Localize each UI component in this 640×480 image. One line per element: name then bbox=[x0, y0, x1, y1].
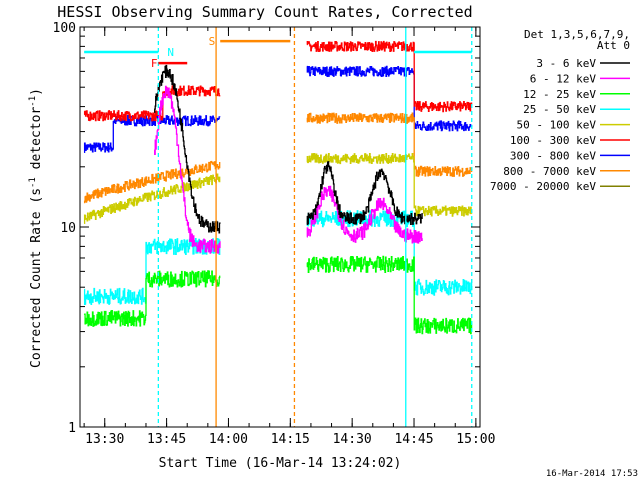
y-tick-label: 1 bbox=[68, 421, 76, 436]
x-axis-label: Start Time (16-Mar-14 13:24:02) bbox=[159, 456, 402, 471]
y-tick-label: 10 bbox=[60, 221, 76, 236]
legend-entry-label: 3 - 6 keV bbox=[536, 57, 596, 70]
series-100-300-kev bbox=[83, 40, 473, 122]
legend-entry-label: 50 - 100 keV bbox=[517, 119, 597, 132]
series-50-100-kev bbox=[83, 152, 473, 224]
n-flag-label: N bbox=[167, 46, 174, 59]
legend-entry-label: 300 - 800 keV bbox=[510, 149, 596, 162]
legend-header: Att 0 bbox=[597, 39, 630, 52]
legend-entry-label: 100 - 300 keV bbox=[510, 134, 596, 147]
x-tick-label: 14:15 bbox=[271, 432, 310, 447]
x-tick-label: 14:00 bbox=[209, 432, 248, 447]
x-tick-label: 14:30 bbox=[333, 432, 372, 447]
x-tick-label: 14:45 bbox=[394, 432, 433, 447]
legend-entry-label: 12 - 25 keV bbox=[523, 88, 596, 101]
plot-timestamp: 16-Mar-2014 17:53 bbox=[546, 469, 638, 479]
series-12-25-kev bbox=[83, 255, 473, 335]
y-tick-label: 100 bbox=[53, 21, 76, 36]
legend: Det 1,3,5,6,7,9,Att 03 - 6 keV 6 - 12 keV… bbox=[490, 28, 630, 193]
x-tick-label: 13:45 bbox=[147, 432, 186, 447]
y-axis-label: Corrected Count Rate (s-1 detector-1) bbox=[28, 88, 44, 368]
axes-layer: 13:30 13:45 14:00 14:15 14:30 14:45 15:00 1 10 10… bbox=[53, 21, 496, 447]
f-flag-label: F bbox=[151, 57, 158, 70]
x-tick-label: 13:30 bbox=[85, 432, 124, 447]
legend-entry-label: 6 - 12 keV bbox=[530, 72, 597, 85]
s-flag-label: S bbox=[209, 35, 216, 48]
legend-entry-label: 7000 - 20000 keV bbox=[490, 180, 596, 193]
series-300-800-kev bbox=[83, 65, 473, 154]
x-tick-label: 15:00 bbox=[456, 432, 495, 447]
series-3-6-kev bbox=[154, 64, 423, 234]
series-layer bbox=[83, 40, 473, 335]
series-6-12-kev bbox=[154, 85, 423, 254]
series-800-7000-kev bbox=[83, 112, 473, 204]
chart-title: HESSI Observing Summary Count Rates, Cor… bbox=[57, 3, 472, 21]
legend-entry-label: 800 - 7000 keV bbox=[503, 165, 596, 178]
plot-frame bbox=[79, 26, 481, 428]
legend-header: Det 1,3,5,6,7,9, bbox=[524, 28, 630, 41]
marker-layer: NF S bbox=[84, 27, 473, 427]
legend-entry-label: 25 - 50 keV bbox=[523, 103, 596, 116]
